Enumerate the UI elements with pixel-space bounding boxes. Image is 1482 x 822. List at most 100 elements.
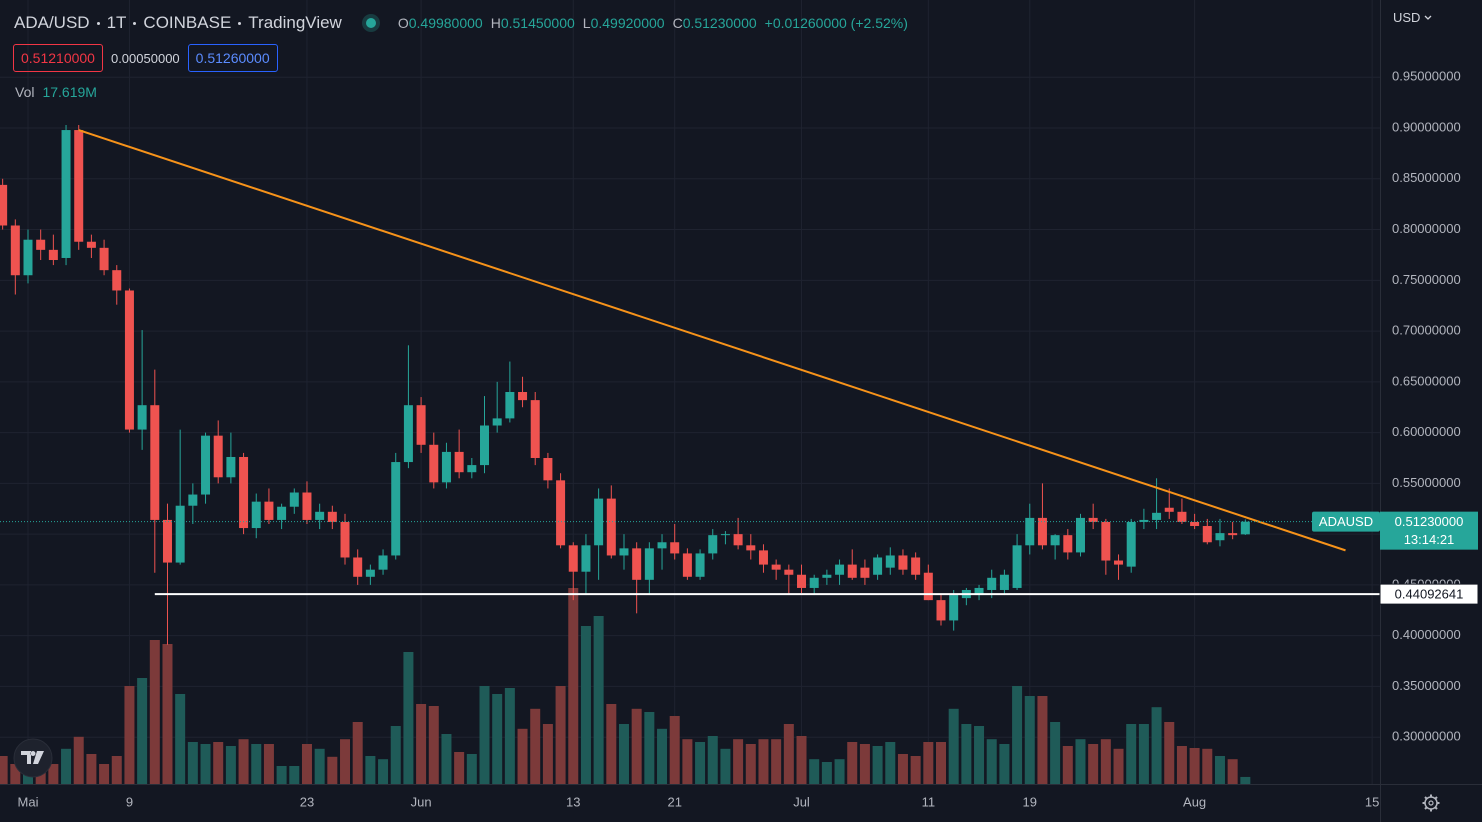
y-tick-label: 0.55000000: [1392, 475, 1461, 490]
y-tick-label: 0.60000000: [1392, 424, 1461, 439]
volume-bar: [986, 739, 997, 784]
volume-bar: [213, 742, 224, 784]
candle-body: [835, 564, 845, 575]
chevron: [1424, 15, 1432, 20]
y-tick-label: 0.90000000: [1392, 119, 1461, 134]
tradingview-logo[interactable]: [13, 738, 53, 778]
volume-bar: [1126, 724, 1137, 784]
x-tick-label: Aug: [1183, 794, 1206, 809]
candle-body: [619, 548, 629, 556]
ohlc-value: 0.49920000: [590, 15, 665, 31]
x-tick-label: 9: [126, 794, 133, 809]
y-tick-label: 0.40000000: [1392, 627, 1461, 642]
candle-body: [911, 557, 921, 575]
candle-body: [784, 569, 794, 575]
candle-body: [682, 553, 692, 577]
symbol[interactable]: ADA/USD: [14, 13, 90, 32]
separator: [238, 21, 242, 25]
candle-body: [847, 564, 857, 578]
candle-body: [289, 492, 299, 507]
candle-body: [302, 492, 312, 520]
candle-body: [568, 545, 578, 572]
volume-bar: [149, 640, 160, 784]
volume-bar: [885, 742, 896, 784]
candle-body: [923, 572, 933, 601]
candle-body: [467, 465, 477, 473]
ohlc-value: 0.51230000: [682, 15, 757, 31]
candle-body: [987, 577, 997, 590]
bid-button[interactable]: 0.51210000: [13, 44, 103, 72]
logo-circle: [13, 738, 53, 778]
x-tick-label: 15: [1365, 794, 1379, 809]
volume-bar: [0, 756, 8, 784]
market-status[interactable]: [365, 18, 376, 28]
volume-bar: [1189, 748, 1200, 784]
volume-bar: [276, 766, 287, 784]
volume-bar: [657, 728, 668, 784]
volume-bar: [745, 744, 756, 784]
candle-body: [1139, 519, 1149, 522]
volume-bar: [1138, 724, 1149, 784]
candle-body: [1177, 511, 1187, 522]
candle-body: [201, 435, 211, 495]
trendline: [78, 129, 1346, 552]
candle-body: [1215, 533, 1225, 541]
candle-body: [873, 557, 883, 575]
candle-body: [949, 595, 959, 621]
candle-body: [644, 548, 654, 580]
candle-body: [226, 456, 236, 478]
volume-bar: [809, 759, 820, 784]
volume-bar: [504, 688, 515, 784]
candle-body: [378, 555, 388, 570]
volume-bar: [352, 722, 363, 784]
interval[interactable]: 1T: [106, 13, 127, 32]
gear-hub: [1428, 800, 1434, 806]
currency-selector[interactable]: USD: [1393, 10, 1433, 25]
candle-body: [543, 457, 553, 481]
candle-body: [188, 494, 198, 506]
x-tick-label: 11: [922, 794, 936, 809]
ohlc-value: 0.49980000: [408, 15, 483, 31]
y-tick-label: 0.65000000: [1392, 373, 1461, 388]
candle-body: [606, 498, 616, 556]
candle-body: [632, 548, 642, 580]
candle-body: [315, 511, 325, 520]
last-price-bg: [1380, 511, 1478, 550]
gear-tooth: [1434, 796, 1438, 800]
volume-bar: [758, 739, 769, 784]
volume-bar: [111, 756, 122, 784]
volume-label: Vol: [15, 84, 35, 100]
volume-bar: [187, 742, 198, 784]
candle-body: [733, 534, 743, 546]
ohlc-key: O: [397, 15, 409, 31]
ask-button[interactable]: 0.51260000: [187, 44, 278, 72]
candle-body: [1126, 521, 1136, 567]
settings-button[interactable]: [1422, 794, 1440, 812]
candle-body: [1037, 517, 1047, 546]
volume-bar: [327, 756, 338, 784]
volume-bar: [1202, 748, 1213, 784]
volume-bar: [555, 686, 566, 784]
candle-body: [530, 400, 540, 458]
candle-body: [61, 130, 71, 258]
candle-body: [1012, 545, 1022, 588]
volume-bar: [124, 686, 135, 784]
change: +0.01260000 (+2.52%): [764, 15, 908, 31]
y-tick-label: 0.70000000: [1392, 323, 1461, 338]
x-tick-label: Mai: [18, 794, 39, 809]
x-tick-label: Jun: [411, 794, 432, 809]
candle-body: [86, 241, 96, 248]
candle-body: [1088, 517, 1098, 522]
volume-bar: [948, 708, 959, 784]
volume-bar: [225, 746, 236, 784]
candle-body: [974, 587, 984, 596]
candle-body: [518, 392, 528, 401]
ohlc-key: C: [672, 15, 683, 31]
volume-bar: [73, 736, 84, 784]
volume-bar: [580, 626, 591, 784]
candle-body: [365, 569, 375, 577]
gear-tooth: [1424, 796, 1428, 800]
volume-bar: [1075, 739, 1086, 784]
volume-bar: [289, 766, 300, 784]
gear-ring: [1424, 796, 1438, 810]
